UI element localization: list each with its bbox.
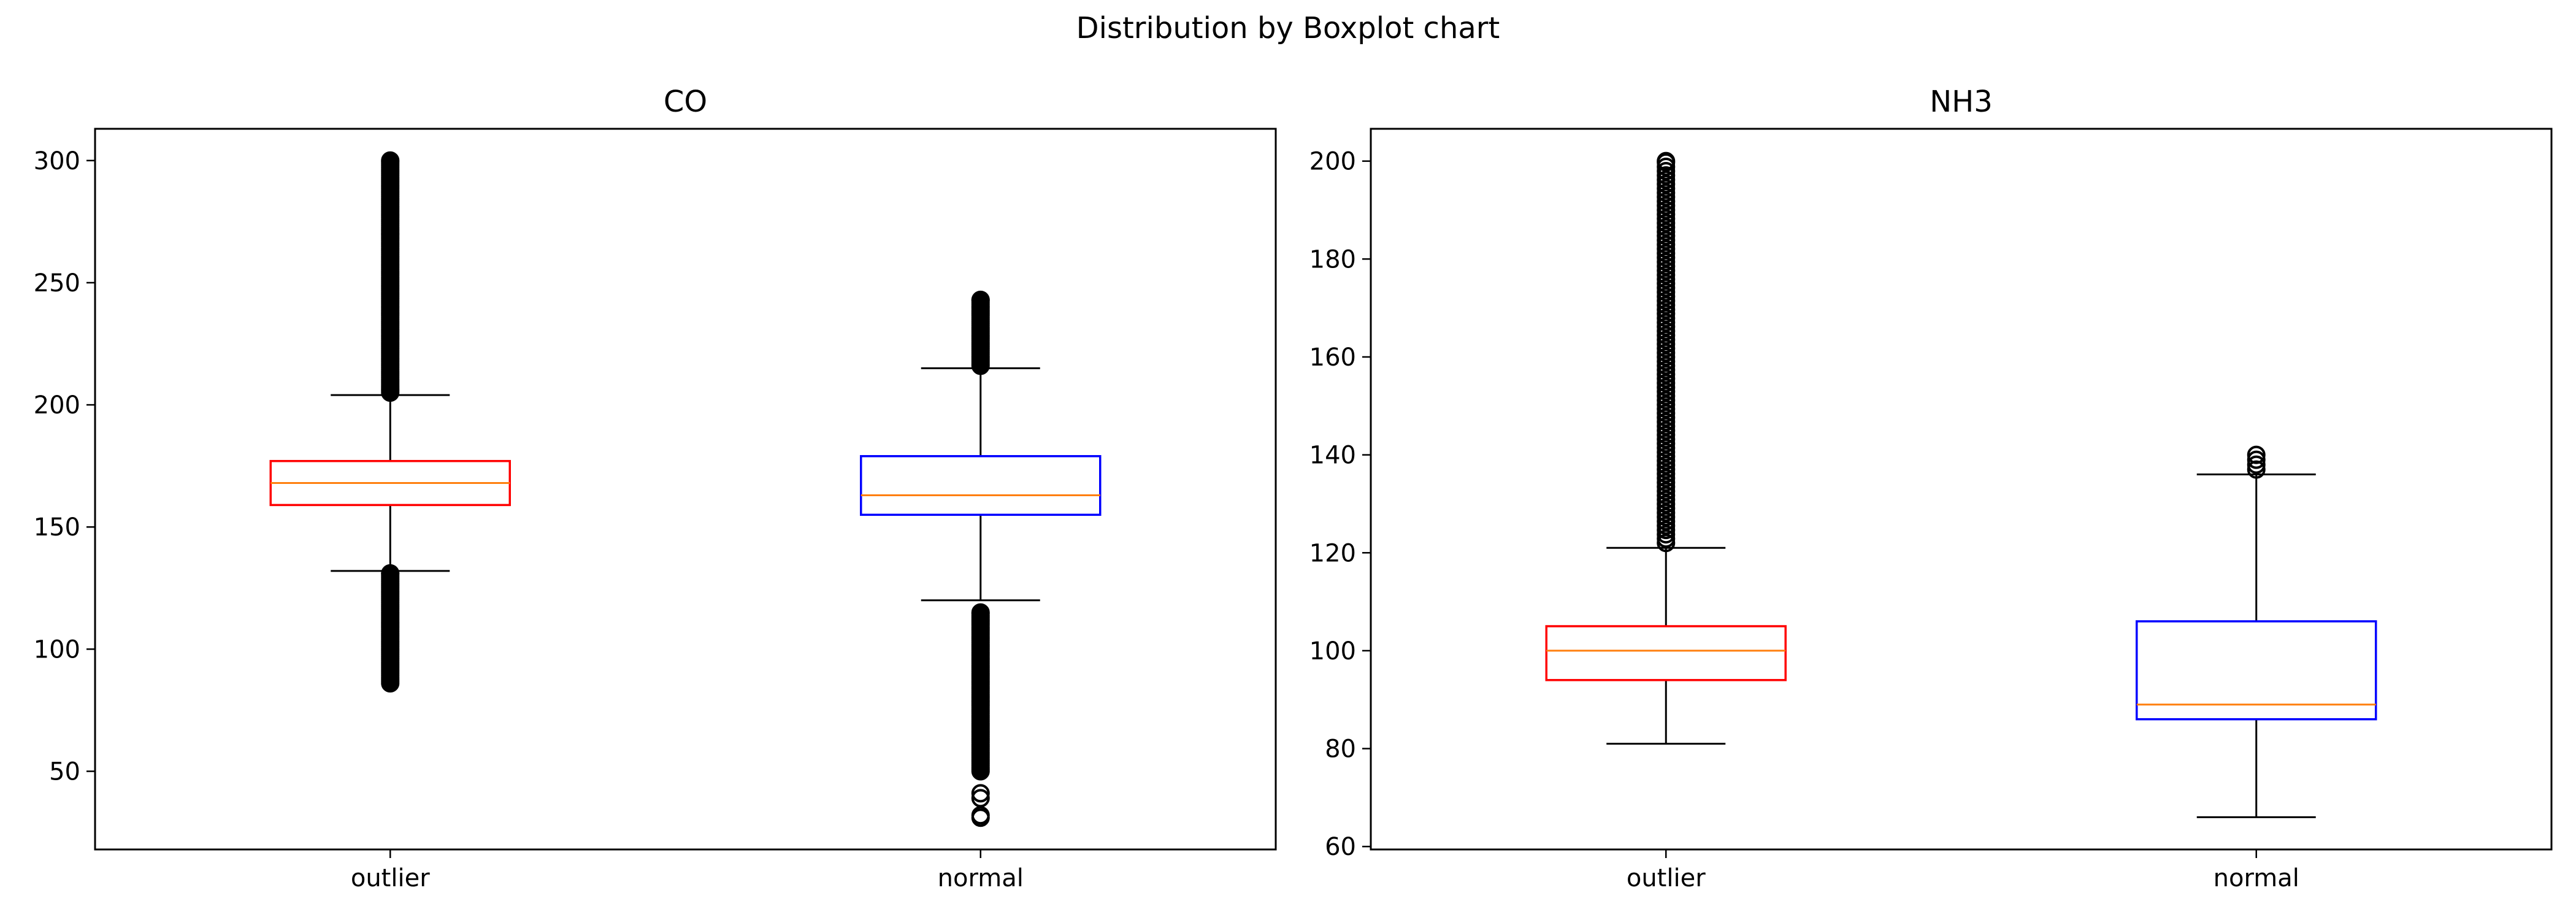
y-tick-label: 120 [1309,539,1356,567]
outlier-point [2247,455,2266,474]
outlier-point [971,290,990,309]
y-tick-label: 200 [34,391,80,420]
outlier-point [2247,445,2266,464]
y-tick-label: 160 [1309,343,1356,372]
subplot-title: CO [664,85,707,119]
outlier-point [971,603,990,622]
box-iqr [2136,620,2377,721]
box-outlier [1545,151,1787,745]
y-tick-label: 50 [49,758,80,786]
y-tick-label: 80 [1325,735,1356,764]
outlier-point [381,151,400,170]
box-iqr [860,454,1102,516]
x-tick-label: normal [2214,864,2299,892]
x-tick-label: outlier [351,864,430,892]
axes-frame [94,128,1277,851]
y-tick-label: 60 [1325,833,1356,861]
axes-frame [1370,128,2553,851]
y-tick-label: 140 [1309,442,1356,470]
outlier-point [1657,151,1676,171]
outlier-point [2247,450,2266,469]
y-tick-label: 250 [34,269,80,297]
box-outlier [269,151,511,693]
x-tick-label: normal [938,864,1024,892]
y-tick-label: 150 [34,513,80,542]
x-tick-label: outlier [1627,864,1706,892]
subplot-title: NH3 [1930,85,1993,119]
y-tick-label: 300 [34,147,80,175]
outlier-point [971,784,990,803]
y-tick-label: 180 [1309,245,1356,274]
figure-title: Distribution by Boxplot chart [1076,11,1500,45]
subplot-nh3: NH3 60 80 100 120 140 160 180 200 outlier normal [1309,85,2553,892]
outlier-point [971,808,990,827]
box-normal [860,290,1102,827]
y-tick-label: 100 [34,635,80,664]
box-iqr [1545,625,1787,681]
subplot-co: CO 50 100 150 200 250 300 outlier normal [34,85,1277,892]
y-tick-label: 200 [1309,148,1356,176]
y-tick-label: 100 [1309,637,1356,665]
box-normal [2136,445,2377,818]
